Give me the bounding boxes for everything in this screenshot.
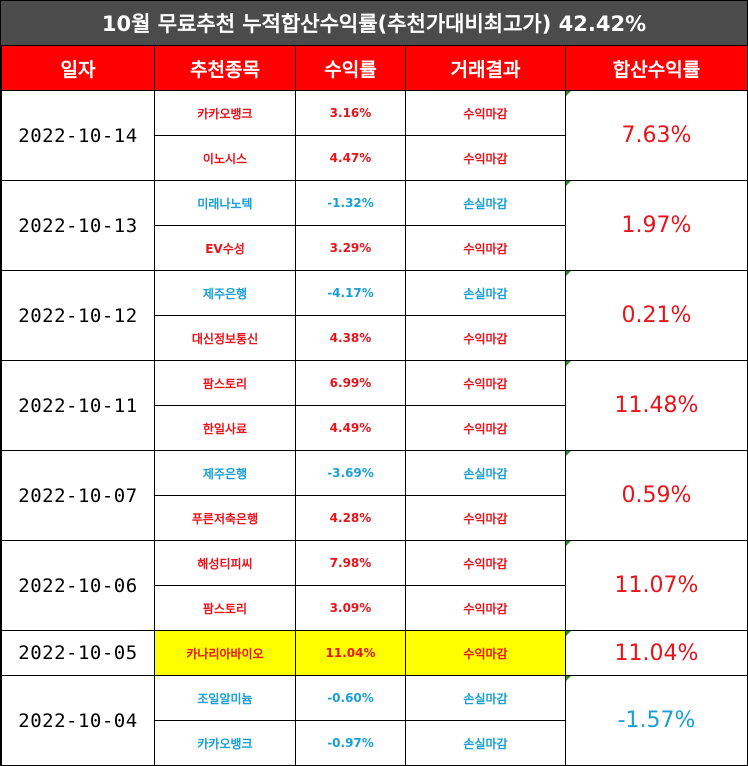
stock-cell[interactable]: 대신정보통신: [154, 315, 296, 361]
stock-cell[interactable]: EV수성: [154, 225, 296, 271]
result-cell[interactable]: 수익마감: [405, 315, 566, 361]
return-cell[interactable]: -0.97%: [295, 720, 406, 766]
recommendation-table: 일자 추천종목 수익률 거래결과 합산수익률 2022-10-14 카카오뱅크 3.…: [1, 46, 748, 766]
cumulative-return-cell[interactable]: 11.04%: [565, 630, 748, 676]
stock-cell[interactable]: 팜스토리: [154, 585, 296, 631]
header-stock: 추천종목: [154, 46, 296, 91]
cumulative-return-cell[interactable]: 0.21%: [565, 270, 748, 361]
table-body: 2022-10-14 카카오뱅크 3.16% 수익마감 7.63% 이노시스 4.47% 수익…: [1, 90, 748, 766]
return-cell[interactable]: 6.99%: [295, 360, 406, 406]
result-cell[interactable]: 손실마감: [405, 720, 566, 766]
return-cell[interactable]: 4.47%: [295, 135, 406, 181]
cumulative-return-cell[interactable]: -1.57%: [565, 675, 748, 766]
table-row: 2022-10-07 제주은행 -3.69% 손실마감 0.59%: [1, 450, 748, 541]
stock-cell[interactable]: 조일알미늄: [154, 675, 296, 721]
header-result: 거래결과: [405, 46, 566, 91]
table-row: 2022-10-11 팜스토리 6.99% 수익마감 11.48%: [1, 360, 748, 451]
table-row: 2022-10-14 카카오뱅크 3.16% 수익마감 7.63%: [1, 90, 748, 181]
header-row: 일자 추천종목 수익률 거래결과 합산수익률: [1, 46, 748, 91]
stock-cell[interactable]: 해성티피씨: [154, 540, 296, 586]
return-cell[interactable]: 4.49%: [295, 405, 406, 451]
table-row: 푸른저축은행 4.28% 수익마감: [2, 495, 748, 541]
date-cell[interactable]: 2022-10-11: [1, 360, 155, 451]
cumulative-return-cell[interactable]: 1.97%: [565, 180, 748, 271]
table-row: 대신정보통신 4.38% 수익마감: [2, 315, 748, 361]
table-row: 팜스토리 3.09% 수익마감: [2, 585, 748, 631]
return-cell[interactable]: 11.04%: [295, 630, 406, 676]
date-cell[interactable]: 2022-10-07: [1, 450, 155, 541]
result-cell[interactable]: 수익마감: [405, 225, 566, 271]
result-cell[interactable]: 수익마감: [405, 90, 566, 136]
table-row: 2022-10-06 해성티피씨 7.98% 수익마감 11.07%: [1, 540, 748, 631]
return-cell[interactable]: -0.60%: [295, 675, 406, 721]
cumulative-return-cell[interactable]: 7.63%: [565, 90, 748, 181]
result-cell[interactable]: 수익마감: [405, 540, 566, 586]
result-cell[interactable]: 수익마감: [405, 135, 566, 181]
table-row: 2022-10-13 미래나노텍 -1.32% 손실마감 1.97%: [1, 180, 748, 271]
return-cell[interactable]: -1.32%: [295, 180, 406, 226]
header-cumulative: 합산수익률: [565, 46, 748, 91]
date-cell[interactable]: 2022-10-05: [1, 630, 155, 676]
return-cell[interactable]: 3.16%: [295, 90, 406, 136]
return-cell[interactable]: 4.38%: [295, 315, 406, 361]
return-cell[interactable]: 3.09%: [295, 585, 406, 631]
date-cell[interactable]: 2022-10-13: [1, 180, 155, 271]
table-row: 2022-10-12 제주은행 -4.17% 손실마감 0.21%: [1, 270, 748, 361]
table-row: EV수성 3.29% 수익마감: [2, 225, 748, 271]
stock-cell[interactable]: 제주은행: [154, 450, 296, 496]
stock-cell[interactable]: 카카오뱅크: [154, 90, 296, 136]
table-row: 2022-10-05 카나리아바이오 11.04% 수익마감 11.04%: [1, 630, 748, 676]
result-cell[interactable]: 수익마감: [405, 360, 566, 406]
return-cell[interactable]: -3.69%: [295, 450, 406, 496]
date-cell[interactable]: 2022-10-12: [1, 270, 155, 361]
table-row: 한일사료 4.49% 수익마감: [2, 405, 748, 451]
return-cell[interactable]: 7.98%: [295, 540, 406, 586]
stock-cell[interactable]: 한일사료: [154, 405, 296, 451]
result-cell[interactable]: 수익마감: [405, 495, 566, 541]
stock-cell[interactable]: 팜스토리: [154, 360, 296, 406]
stock-cell[interactable]: 이노시스: [154, 135, 296, 181]
cumulative-return-cell[interactable]: 11.48%: [565, 360, 748, 451]
return-cell[interactable]: 4.28%: [295, 495, 406, 541]
cumulative-return-cell[interactable]: 11.07%: [565, 540, 748, 631]
date-cell[interactable]: 2022-10-06: [1, 540, 155, 631]
result-cell[interactable]: 수익마감: [405, 630, 566, 676]
page-title: 10월 무료추천 누적합산수익률(추천가대비최고가) 42.42%: [1, 1, 747, 46]
date-cell[interactable]: 2022-10-14: [1, 90, 155, 181]
result-cell[interactable]: 손실마감: [405, 180, 566, 226]
header-date: 일자: [1, 46, 155, 91]
stock-cell[interactable]: 푸른저축은행: [154, 495, 296, 541]
return-cell[interactable]: -4.17%: [295, 270, 406, 316]
table-row: 2022-10-04 조일알미늄 -0.60% 손실마감 -1.57%: [1, 675, 748, 766]
stock-cell[interactable]: 카카오뱅크: [154, 720, 296, 766]
stock-cell[interactable]: 미래나노텍: [154, 180, 296, 226]
result-cell[interactable]: 손실마감: [405, 450, 566, 496]
return-cell[interactable]: 3.29%: [295, 225, 406, 271]
table-row: 카카오뱅크 -0.97% 손실마감: [2, 720, 748, 766]
result-cell[interactable]: 수익마감: [405, 405, 566, 451]
cumulative-return-cell[interactable]: 0.59%: [565, 450, 748, 541]
stock-cell[interactable]: 제주은행: [154, 270, 296, 316]
result-cell[interactable]: 손실마감: [405, 270, 566, 316]
date-cell[interactable]: 2022-10-04: [1, 675, 155, 766]
result-cell[interactable]: 손실마감: [405, 675, 566, 721]
result-cell[interactable]: 수익마감: [405, 585, 566, 631]
stock-cell[interactable]: 카나리아바이오: [154, 630, 296, 676]
header-return: 수익률: [295, 46, 406, 91]
